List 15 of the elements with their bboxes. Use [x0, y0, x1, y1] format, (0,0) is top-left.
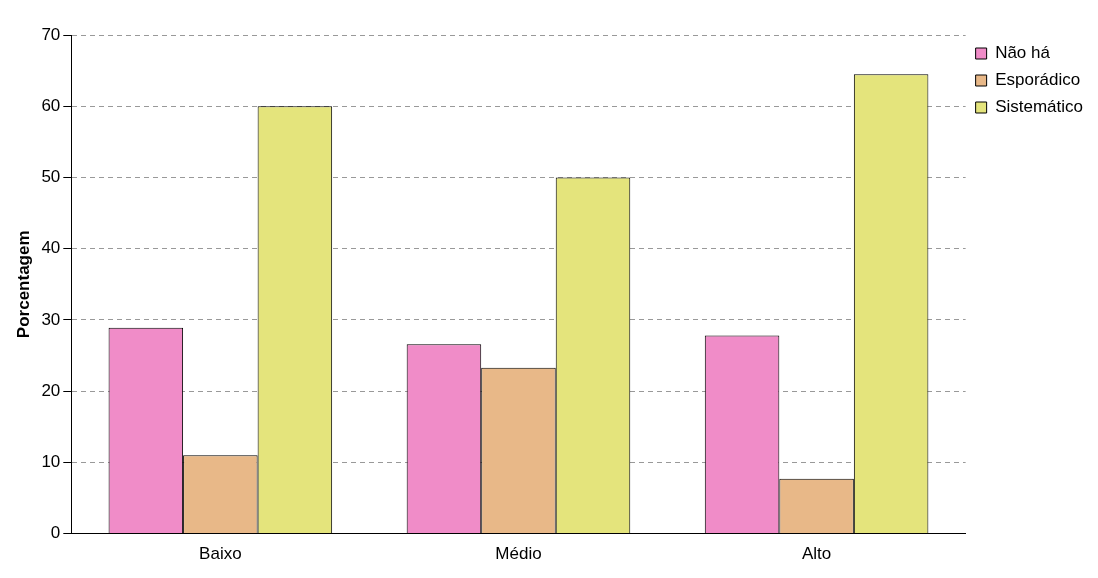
legend-label: Sistemático: [995, 97, 1084, 117]
y-tick-label: 20: [41, 380, 61, 400]
y-tick-label: 60: [41, 95, 61, 115]
x-tick-label: Médio: [495, 544, 542, 564]
legend-label: Não há: [995, 43, 1051, 63]
x-tick-label: Alto: [801, 544, 832, 564]
y-tick-label: 40: [41, 238, 61, 258]
y-tick-label: 50: [41, 167, 61, 187]
legend-label: Esporádico: [995, 70, 1081, 90]
y-tick-label: 10: [41, 452, 61, 472]
y-tick-label: 70: [41, 24, 61, 44]
y-tick-label: 30: [41, 309, 61, 329]
x-tick-label: Baixo: [199, 544, 242, 564]
y-tick-label: 0: [50, 523, 61, 543]
y-axis-title: Porcentagem: [13, 230, 33, 339]
